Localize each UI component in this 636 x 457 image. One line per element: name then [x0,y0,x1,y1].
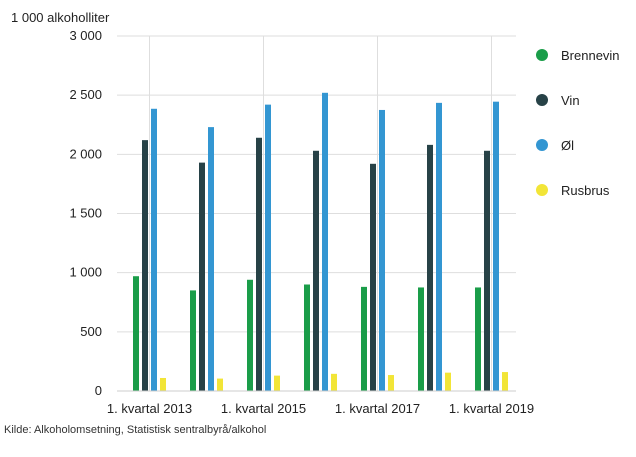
bar [361,286,367,391]
legend-item-ol[interactable]: Øl [536,136,574,154]
bar [502,372,508,391]
bar [493,101,499,392]
bar [142,140,148,391]
legend-item-rusbrus[interactable]: Rusbrus [536,181,609,199]
bar [484,150,490,391]
y-axis-title: 1 000 alkoholliter [11,10,110,25]
legend-label: Rusbrus [561,182,610,198]
bar [247,279,253,391]
bar [199,162,205,391]
x-tick-label: 1. kvartal 2019 [449,401,534,416]
bar [379,109,385,391]
bar [190,290,196,391]
bar [427,144,433,391]
bar [133,276,139,391]
y-tick-label: 3 000 [69,28,102,43]
bar [151,108,157,392]
bar [160,377,166,391]
bar [370,163,376,391]
bar [274,375,280,391]
bar [436,102,442,391]
bar [418,287,424,391]
bar [313,150,319,391]
x-tick-label: 1. kvartal 2017 [335,401,420,416]
source-note: Kilde: Alkoholomsetning, Statistisk sent… [4,424,267,436]
bar [322,92,328,392]
y-tick-label: 500 [80,324,102,339]
bar [265,104,271,391]
y-tick-label: 2 000 [69,146,102,161]
legend-item-brennevin[interactable]: Brennevin [536,46,620,64]
bar [208,127,214,391]
legend-label: Brennevin [561,47,620,63]
bar [388,375,394,391]
bar [304,284,310,391]
legend-item-vin[interactable]: Vin [536,91,580,109]
x-tick-label: 1. kvartal 2015 [221,401,306,416]
y-tick-label: 1 000 [69,265,102,280]
y-tick-label: 2 500 [69,87,102,102]
bar [217,378,223,391]
bar [475,287,481,391]
legend-marker [536,49,548,61]
legend-marker [536,94,548,106]
legend-marker [536,139,548,151]
y-tick-label: 1 500 [69,206,102,221]
legend-label: Øl [561,137,574,153]
bar [445,372,451,391]
y-tick-label: 0 [95,383,102,398]
legend-label: Vin [561,92,580,108]
bar [331,373,337,391]
legend-marker [536,184,548,196]
bar [256,137,262,391]
x-tick-label: 1. kvartal 2013 [107,401,192,416]
